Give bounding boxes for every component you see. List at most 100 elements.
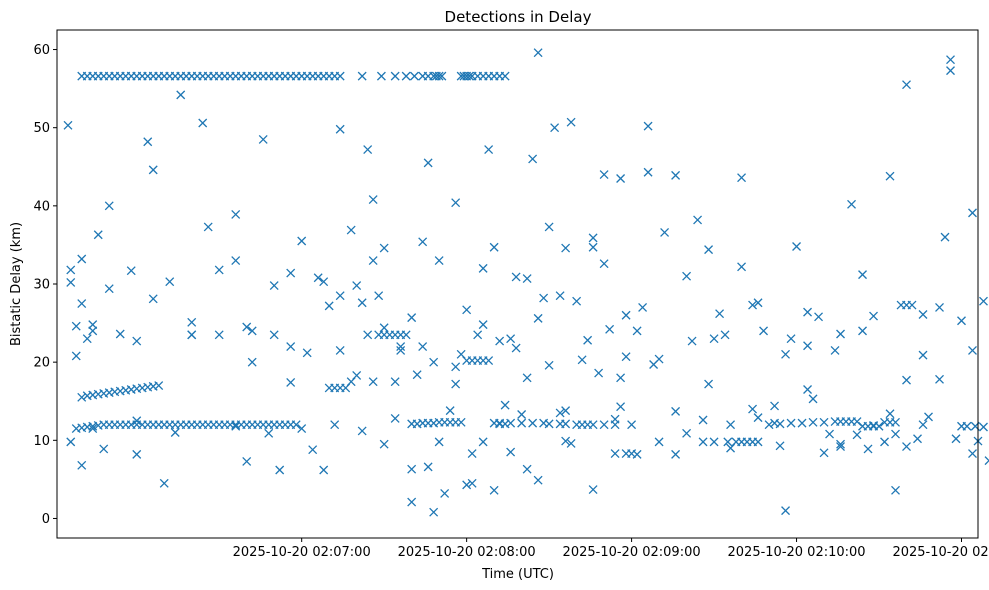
data-point — [775, 441, 785, 451]
data-point — [132, 416, 142, 426]
data-point — [533, 313, 543, 323]
data-point — [115, 329, 125, 339]
data-point — [682, 271, 692, 281]
data-point — [957, 316, 966, 326]
data-point — [594, 368, 604, 378]
data-point — [643, 121, 653, 131]
x-axis-label: Time (UTC) — [481, 567, 554, 582]
data-point — [451, 379, 461, 389]
data-point — [753, 413, 763, 423]
data-point — [363, 145, 373, 155]
data-point — [786, 334, 796, 344]
data-point — [63, 120, 73, 130]
data-point — [533, 48, 543, 58]
data-point — [588, 242, 598, 252]
data-point — [390, 413, 400, 423]
data-point — [891, 417, 900, 427]
data-point — [297, 424, 307, 434]
data-point — [82, 334, 92, 344]
data-point — [357, 71, 367, 81]
data-point — [885, 409, 895, 419]
x-tick-label: 2025-10-20 02:11:00 — [892, 545, 989, 560]
data-point — [467, 478, 477, 488]
data-point — [627, 420, 637, 430]
data-point — [720, 330, 730, 340]
data-point — [66, 437, 76, 447]
data-point — [242, 322, 252, 332]
chart-title: Detections in Delay — [445, 8, 592, 26]
data-point — [451, 362, 461, 372]
data-point — [319, 465, 329, 475]
data-point — [561, 406, 571, 416]
data-point — [583, 335, 593, 345]
y-tick-label: 0 — [42, 512, 50, 527]
data-point — [704, 245, 714, 255]
data-point — [143, 137, 153, 147]
data-point — [781, 349, 791, 359]
data-point — [242, 456, 252, 466]
x-tick-label: 2025-10-20 02:10:00 — [728, 545, 866, 560]
data-point — [803, 341, 813, 351]
data-point — [671, 170, 681, 180]
data-point — [335, 71, 345, 81]
data-point — [616, 373, 626, 383]
data-point — [803, 307, 813, 317]
data-point — [148, 294, 158, 304]
x-tick-label: 2025-10-20 02:08:00 — [398, 545, 536, 560]
data-point — [214, 330, 224, 340]
data-point — [616, 402, 626, 412]
data-point — [599, 259, 609, 269]
data-point — [935, 302, 944, 312]
data-point — [643, 167, 653, 177]
data-point — [902, 442, 911, 452]
data-point — [918, 310, 928, 319]
data-point — [555, 408, 565, 418]
data-point — [374, 291, 384, 301]
data-point — [935, 374, 944, 384]
data-point — [693, 215, 703, 225]
data-point — [357, 298, 367, 308]
x-axis: 2025-10-20 02:07:00 2025-10-20 02:08:00 20… — [233, 538, 989, 560]
data-point — [346, 377, 356, 387]
data-point — [464, 71, 474, 81]
data-point — [723, 437, 733, 447]
data-point — [456, 417, 466, 427]
data-point — [379, 243, 389, 253]
data-point — [979, 422, 988, 432]
data-point — [286, 268, 296, 278]
data-point — [577, 355, 587, 365]
data-point — [286, 342, 296, 351]
data-point — [880, 437, 889, 447]
scatter-markers — [63, 48, 989, 517]
plot-frame — [56, 29, 979, 539]
data-point — [429, 357, 439, 367]
data-point — [632, 326, 642, 336]
data-point — [544, 222, 554, 232]
data-point — [709, 334, 719, 344]
data-point — [319, 277, 329, 287]
data-point — [753, 437, 763, 447]
data-point — [544, 419, 554, 429]
data-point — [302, 348, 312, 358]
data-point — [484, 145, 494, 155]
data-point — [808, 417, 818, 427]
data-point — [77, 392, 87, 402]
data-point — [869, 311, 878, 321]
data-point — [726, 420, 736, 430]
data-point — [484, 356, 494, 366]
data-point — [132, 449, 142, 459]
y-axis-label: Bistatic Delay (km) — [9, 222, 24, 346]
data-point — [671, 449, 681, 459]
data-point — [858, 326, 867, 336]
data-point — [434, 71, 444, 81]
y-tick-label: 30 — [33, 278, 50, 293]
data-point — [836, 439, 845, 449]
data-point — [726, 443, 736, 453]
data-point — [308, 445, 318, 455]
data-point — [632, 449, 642, 459]
data-point — [737, 173, 747, 183]
data-point — [269, 330, 279, 340]
data-point — [187, 317, 197, 327]
data-point — [781, 506, 791, 516]
